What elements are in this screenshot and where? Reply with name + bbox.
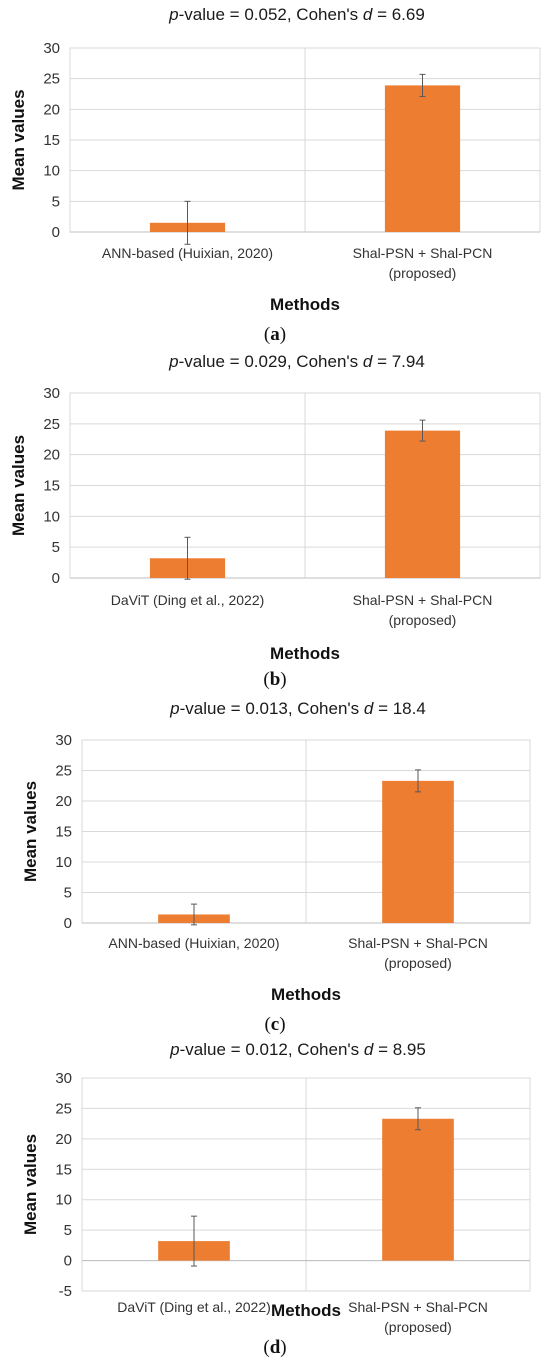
y-axis-label: Mean values — [9, 435, 28, 536]
y-tick-label: 15 — [43, 132, 60, 149]
chart-title: p-value = 0.052, Cohen's d = 6.69 — [168, 5, 425, 24]
y-tick-label: 5 — [52, 193, 60, 210]
chart-d: p-value = 0.012, Cohen's d = 8.95 -5 0 5 10 1… — [21, 1040, 531, 1358]
y-tick-label: 20 — [55, 1131, 72, 1148]
y-tick-label: 5 — [52, 539, 60, 556]
bar-2 — [384, 430, 461, 578]
y-tick-label: 25 — [43, 71, 60, 88]
y-tick-label: 30 — [43, 40, 60, 57]
title-p-italic: p — [168, 5, 178, 24]
chart-title: p-value = 0.013, Cohen's d = 18.4 — [169, 699, 426, 718]
title-mid: -value = 0.052, Cohen's — [179, 5, 363, 24]
caption-letter: c — [271, 1014, 279, 1035]
chart-title: p-value = 0.012, Cohen's d = 8.95 — [169, 1040, 426, 1059]
category-label: (proposed) — [384, 1319, 452, 1335]
chart-title: p-value = 0.029, Cohen's d = 7.94 — [168, 352, 425, 371]
y-tick-label: 25 — [55, 1100, 72, 1117]
caption-letter: a — [270, 324, 280, 345]
category-label: (proposed) — [389, 612, 457, 628]
category-label: ANN-based (Huixian, 2020) — [102, 245, 273, 261]
y-tick-label: 20 — [55, 793, 72, 810]
subfigure-caption: (d) — [263, 1337, 286, 1358]
caption-open: ( — [263, 1337, 269, 1358]
y-tick-label: 20 — [43, 447, 60, 464]
y-tick-label: 0 — [64, 915, 72, 932]
chart-panel-d: p-value = 0.012, Cohen's d = 8.95 -5 0 5 10 1… — [0, 1035, 550, 1368]
caption-letter: b — [270, 669, 281, 690]
y-tick-label: 0 — [52, 224, 60, 241]
y-tick-label: 5 — [64, 885, 72, 902]
title-suffix: = 7.94 — [372, 352, 424, 371]
x-axis-label: Methods — [271, 1301, 341, 1320]
y-tick-label: 10 — [55, 1192, 72, 1209]
title-mid: -value = 0.012, Cohen's — [180, 1040, 364, 1059]
caption-open: ( — [263, 669, 269, 690]
title-mid: -value = 0.029, Cohen's — [179, 352, 363, 371]
category-label: ANN-based (Huixian, 2020) — [108, 935, 279, 951]
caption-letter: d — [270, 1337, 281, 1358]
x-axis-label: Methods — [270, 295, 340, 314]
caption-open: ( — [264, 324, 270, 345]
chart-b: p-value = 0.029, Cohen's d = 7.94 0 5 10 15 2… — [9, 352, 541, 690]
category-label: (proposed) — [384, 955, 452, 971]
category-label: DaViT (Ding et al., 2022) — [117, 1299, 271, 1315]
title-suffix: = 6.69 — [372, 5, 424, 24]
caption-close: ) — [280, 1337, 286, 1358]
y-tick-label: 10 — [55, 854, 72, 871]
caption-open: ( — [264, 1014, 270, 1035]
category-label: DaViT (Ding et al., 2022) — [111, 592, 265, 608]
subfigure-caption: (b) — [263, 669, 286, 690]
title-d-italic: d — [364, 699, 374, 718]
y-tick-label: 10 — [43, 163, 60, 180]
chart-c: p-value = 0.013, Cohen's d = 18.4 0 5 10 15 2… — [21, 699, 531, 1035]
chart-a: p-value = 0.052, Cohen's d = 6.69 0 5 10 15 2… — [9, 5, 541, 345]
title-mid: -value = 0.013, Cohen's — [180, 699, 364, 718]
title-d-italic: d — [363, 5, 373, 24]
category-label: Shal-PSN + Shal-PCN — [353, 245, 493, 261]
y-tick-label: 30 — [55, 732, 72, 749]
subfigure-caption: (c) — [264, 1014, 285, 1035]
title-d-italic: d — [364, 1040, 374, 1059]
y-tick-label: 15 — [55, 824, 72, 841]
x-axis-label: Methods — [271, 985, 341, 1004]
category-label: (proposed) — [389, 265, 457, 281]
y-tick-label: -5 — [59, 1283, 72, 1300]
y-tick-label: 15 — [55, 1161, 72, 1178]
y-tick-label: 10 — [43, 508, 60, 525]
y-tick-label: 20 — [43, 101, 60, 118]
title-p-italic: p — [169, 1040, 179, 1059]
caption-close: ) — [280, 324, 286, 345]
chart-panel-c: p-value = 0.013, Cohen's d = 18.4 0 5 10 15 2… — [0, 690, 550, 1035]
subfigure-caption: (a) — [264, 324, 286, 345]
y-tick-label: 5 — [64, 1222, 72, 1239]
bar-2 — [382, 780, 454, 923]
chart-panel-b: p-value = 0.029, Cohen's d = 7.94 0 5 10 15 2… — [0, 345, 550, 690]
y-tick-label: 25 — [43, 416, 60, 433]
category-label: Shal-PSN + Shal-PCN — [348, 935, 488, 951]
y-tick-label: 30 — [43, 385, 60, 402]
y-axis-label: Mean values — [21, 1134, 40, 1235]
caption-close: ) — [280, 669, 286, 690]
category-label: Shal-PSN + Shal-PCN — [353, 592, 493, 608]
title-suffix: = 18.4 — [373, 699, 425, 718]
title-p-italic: p — [169, 699, 179, 718]
x-axis-label: Methods — [270, 644, 340, 663]
y-tick-label: 30 — [55, 1070, 72, 1087]
y-tick-label: 25 — [55, 763, 72, 780]
title-suffix: = 8.95 — [373, 1040, 425, 1059]
y-axis-label: Mean values — [9, 89, 28, 190]
y-axis-label: Mean values — [21, 781, 40, 882]
y-tick-label: 0 — [64, 1253, 72, 1270]
bar-2 — [384, 85, 461, 232]
y-tick-label: 0 — [52, 570, 60, 587]
bar-2 — [382, 1118, 454, 1261]
caption-close: ) — [279, 1014, 285, 1035]
title-d-italic: d — [363, 352, 373, 371]
y-tick-label: 15 — [43, 478, 60, 495]
category-label: Shal-PSN + Shal-PCN — [348, 1299, 488, 1315]
title-p-italic: p — [168, 352, 178, 371]
chart-panel-a: p-value = 0.052, Cohen's d = 6.69 0 5 10 15 2… — [0, 0, 550, 345]
